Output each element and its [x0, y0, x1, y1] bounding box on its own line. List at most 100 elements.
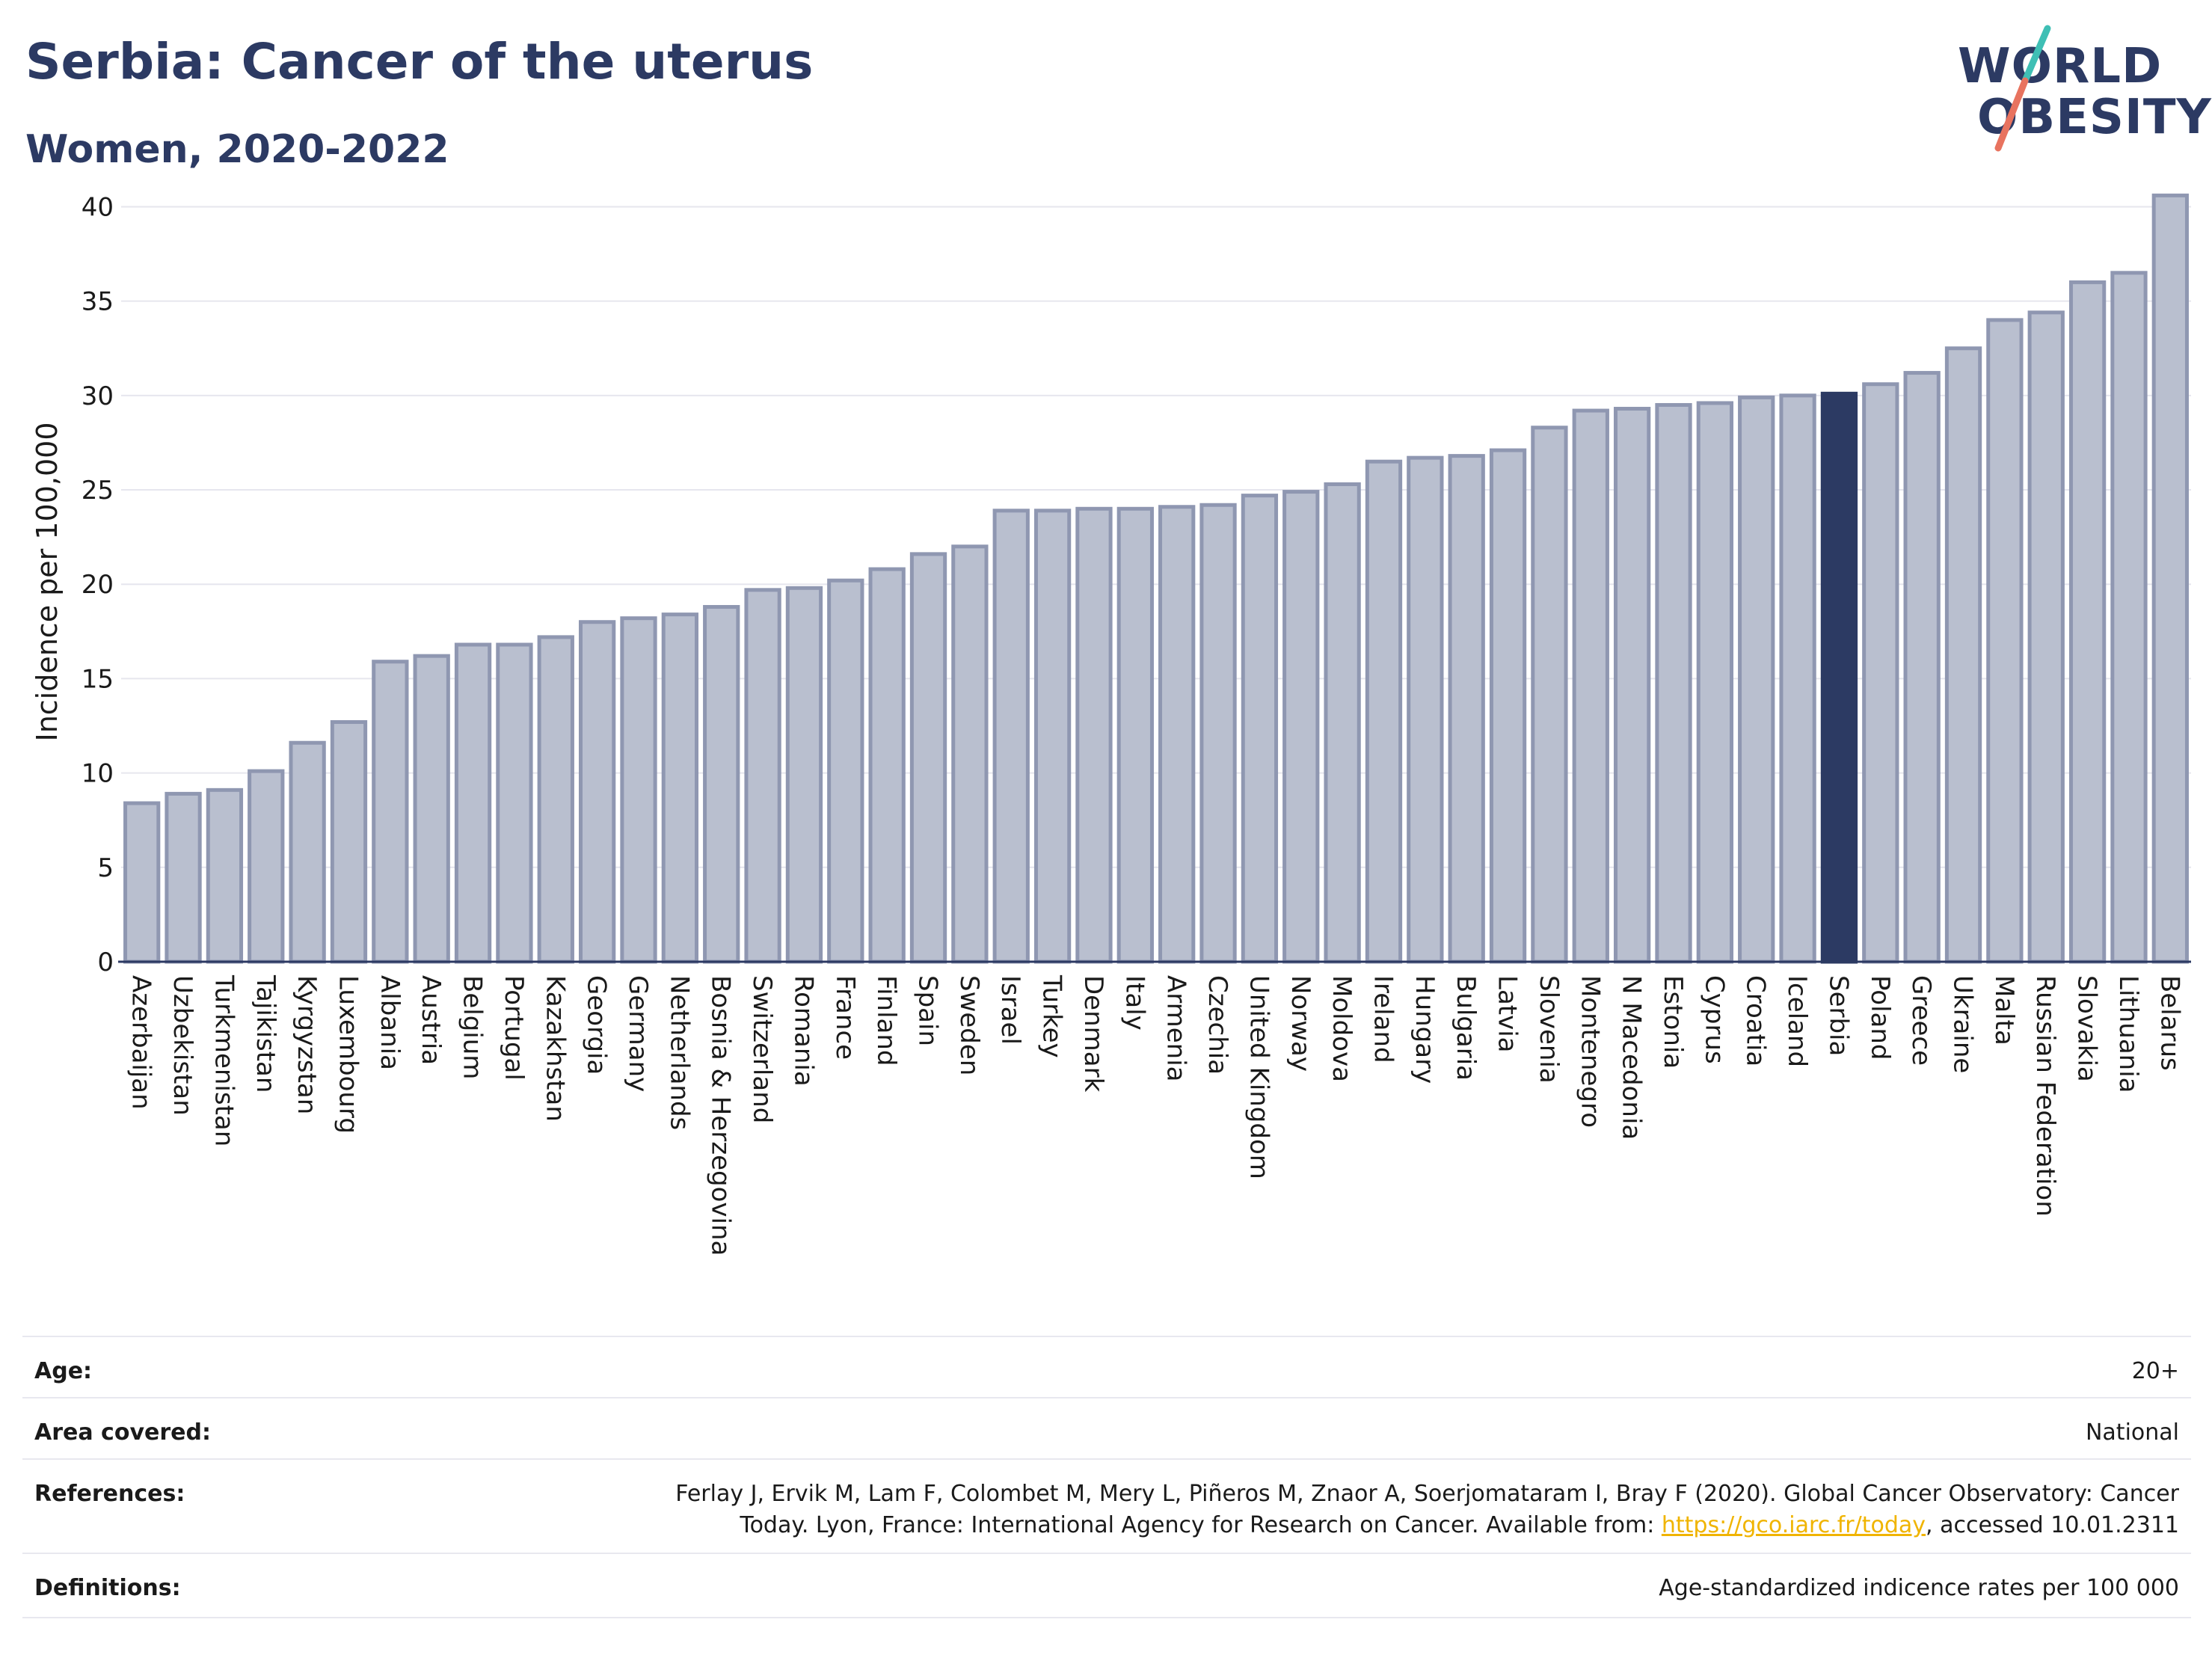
bar-lithuania: [2110, 271, 2148, 964]
age-value: 20+: [2131, 1358, 2179, 1384]
bar-croatia: [1738, 395, 1775, 964]
x-tick-label: Tajikistan: [251, 974, 280, 1093]
chart-subtitle: Women, 2020-2022: [25, 127, 449, 172]
bar-malta: [1986, 318, 2024, 964]
bar-ireland: [1365, 459, 1403, 964]
x-tick-label: Austria: [416, 975, 446, 1065]
x-tick-label: Denmark: [1078, 975, 1108, 1093]
bar-italy: [1116, 506, 1154, 964]
bar-georgia: [578, 620, 616, 964]
references-text-line-1: Ferlay J, Ervik M, Lam F, Colombet M, Me…: [675, 1481, 2179, 1507]
x-tick-label: France: [830, 975, 860, 1060]
x-tick-label: Greece: [1906, 975, 1936, 1066]
bar-romania: [785, 586, 823, 964]
x-tick-label: Luxembourg: [333, 975, 363, 1134]
x-tick-label: Poland: [1865, 975, 1895, 1060]
info-row-age: Age: 20+: [22, 1336, 2191, 1398]
bar-montenegro: [1572, 408, 1609, 964]
x-tick-label: Latvia: [1493, 975, 1523, 1053]
bar-luxembourg: [330, 719, 368, 964]
bar-n-macedonia: [1613, 407, 1651, 964]
bar-belgium: [454, 642, 492, 964]
x-tick-label: Ukraine: [1948, 975, 1978, 1073]
x-tick-label: Bulgaria: [1451, 975, 1481, 1081]
bar-tajikistan: [248, 769, 285, 964]
logo-slash-icon: [1994, 25, 2051, 152]
x-tick-label: Kazakhstan: [540, 975, 570, 1122]
bar-poland: [1862, 382, 1899, 964]
references-link[interactable]: https://gco.iarc.fr/today: [1661, 1512, 1926, 1538]
x-tick-label: Spain: [913, 975, 943, 1046]
bar-sweden: [951, 544, 989, 964]
bars: [123, 193, 2189, 964]
x-tick-label: Israel: [995, 975, 1025, 1045]
x-tick-label: Albania: [375, 975, 405, 1070]
x-tick-label: Russian Federation: [2030, 975, 2060, 1217]
x-tick-label: Azerbaijan: [126, 975, 156, 1110]
x-tick-label: Cyprus: [1699, 975, 1729, 1064]
x-tick-label: Belarus: [2154, 975, 2184, 1071]
bar-kyrgyzstan: [289, 740, 326, 964]
x-tick-label: Croatia: [1741, 975, 1771, 1066]
x-tick-label: Belgium: [458, 975, 488, 1079]
x-tick-label: Portugal: [499, 975, 529, 1081]
y-tick-label: 5: [97, 853, 114, 883]
bar-azerbaijan: [123, 801, 161, 964]
info-table: Age: 20+ Area covered: National Referenc…: [22, 1336, 2191, 1650]
bar-ukraine: [1944, 346, 1982, 964]
y-tick-label: 30: [82, 381, 114, 411]
bar-uzbekistan: [165, 791, 202, 964]
logo-line-1: WORLD: [1958, 39, 2163, 94]
x-tick-label: Armenia: [1161, 975, 1191, 1082]
references-text-2b: , accessed 10.01.2311: [1926, 1512, 2179, 1538]
area-value: National: [2085, 1419, 2179, 1446]
x-tick-label: Romania: [788, 975, 818, 1087]
bar-moldova: [1324, 482, 1361, 964]
x-tick-label: Switzerland: [747, 975, 777, 1123]
bar-portugal: [496, 642, 533, 964]
bar-germany: [620, 616, 657, 964]
y-tick-label: 10: [82, 759, 114, 789]
x-tick-label: Sweden: [954, 975, 984, 1075]
y-tick-label: 25: [82, 476, 114, 506]
x-tick-labels: Azerbaijan Uzbekistan Turkmenistan Tajikist…: [126, 974, 2185, 1256]
bar-netherlands: [661, 612, 699, 964]
y-tick-label: 15: [82, 664, 114, 694]
bar-turkmenistan: [206, 787, 244, 964]
bar-serbia: [1820, 391, 1858, 964]
area-label: Area covered:: [34, 1419, 211, 1446]
y-tick-label: 35: [82, 287, 114, 317]
bar-france: [827, 578, 864, 964]
chart-title: Serbia: Cancer of the uterus: [25, 33, 814, 90]
x-tick-label: Estonia: [1658, 975, 1688, 1069]
references-label: References:: [34, 1481, 185, 1507]
x-tick-label: Slovakia: [2072, 975, 2102, 1082]
bar-belarus: [2151, 193, 2189, 964]
bar-slovenia: [1531, 426, 1568, 964]
y-axis-label: Incidence per 100,000: [31, 422, 64, 741]
bar-slovakia: [2068, 280, 2107, 964]
x-tick-label: Bosnia & Herzegovina: [706, 975, 736, 1256]
bar-israel: [992, 509, 1030, 964]
x-tick-label: Turkey: [1037, 974, 1067, 1058]
x-tick-label: Uzbekistan: [168, 975, 197, 1116]
bar-armenia: [1158, 505, 1196, 964]
bar-chart: 0 5 10 15 20 25 30 35 40 Azerbaijan Uzbekistan Tur…: [31, 192, 2191, 1256]
bar-finland: [868, 567, 906, 964]
y-tick-label: 20: [82, 570, 114, 600]
info-row-references: References: Ferlay J, Ervik M, Lam F, Co…: [22, 1458, 2191, 1554]
y-tick-label: 40: [82, 192, 114, 222]
info-row-area: Area covered: National: [22, 1397, 2191, 1460]
x-tick-label: Italy: [1119, 975, 1149, 1031]
bar-russian-federation: [2027, 310, 2065, 964]
x-tick-label: Czechia: [1202, 975, 1232, 1075]
bar-hungary: [1407, 455, 1444, 964]
x-tick-label: United Kingdom: [1244, 975, 1274, 1179]
world-obesity-logo: WORLD OBESITY: [1944, 22, 2211, 165]
bar-kazakhstan: [537, 635, 574, 964]
x-tick-label: Hungary: [1410, 975, 1440, 1084]
x-tick-label: Netherlands: [664, 975, 694, 1130]
x-tick-label: Turkmenistan: [209, 974, 239, 1146]
bar-turkey: [1033, 509, 1072, 964]
bar-albania: [372, 660, 409, 964]
